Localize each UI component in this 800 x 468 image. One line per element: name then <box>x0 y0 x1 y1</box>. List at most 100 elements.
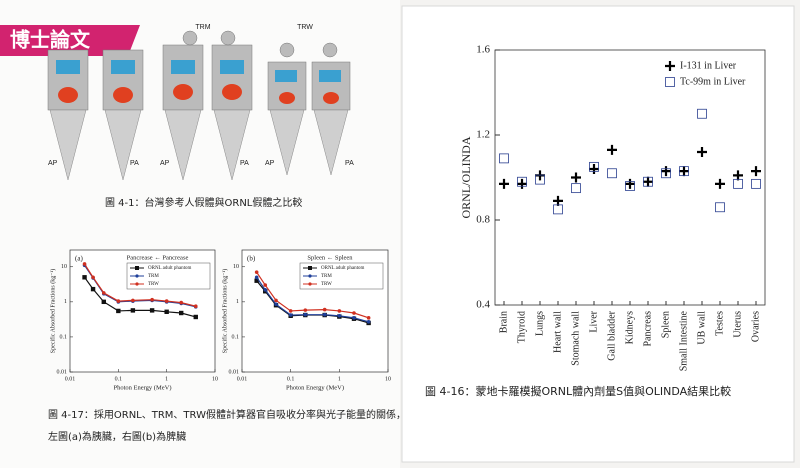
marker <box>164 309 169 314</box>
y-tick-label: 0.8 <box>476 214 490 226</box>
legend-marker <box>134 265 139 270</box>
x-tick-label: Ovaries <box>750 311 761 342</box>
x-axis-label: Photon Energy (MeV) <box>113 384 171 391</box>
legend-label: ORNL adult phantom <box>148 266 192 271</box>
marker <box>263 283 268 287</box>
legend-label: I-131 in Liver <box>680 60 737 71</box>
marker <box>179 310 184 316</box>
marker <box>661 166 671 177</box>
marker <box>553 204 563 215</box>
y-tick-label: 0.1 <box>232 334 240 340</box>
x-tick-label: 10 <box>385 376 391 382</box>
legend-label: Tc-99m in Liver <box>680 76 746 87</box>
marker <box>254 270 259 274</box>
y-tick-label: 1 <box>64 299 67 305</box>
marker <box>150 297 154 302</box>
marker <box>366 316 371 320</box>
x-tick-label: UB wall <box>696 311 707 345</box>
marker <box>337 313 342 318</box>
x-tick-label: Gall bladder <box>606 310 617 360</box>
legend-label: TRW <box>148 282 159 287</box>
legend-marker <box>665 77 675 87</box>
marker <box>697 108 707 119</box>
x-tick-label: Stomach wall <box>570 311 581 366</box>
x-tick-label: 1 <box>165 376 168 382</box>
marker <box>337 309 342 313</box>
x-tick-label: 1 <box>338 376 341 382</box>
y-tick-label: 1.2 <box>476 129 490 141</box>
legend-marker <box>665 61 675 71</box>
marker <box>116 299 121 303</box>
marker <box>553 195 563 206</box>
caption: 左圖(a)為胰臟，右圖(b)為脾臟 <box>48 430 186 443</box>
phantom-label: TRM <box>195 24 210 31</box>
y-tick-label: 0.01 <box>229 369 240 375</box>
caption: 圖 4-17：採用ORNL、TRM、TRW假體計算器官自吸收分率與光子能量的關係… <box>48 408 406 421</box>
marker <box>733 170 743 181</box>
marker <box>751 178 761 189</box>
x-tick-label: 0.1 <box>115 376 123 382</box>
marker <box>179 300 184 305</box>
y-tick-label: 10 <box>233 264 239 270</box>
marker <box>130 308 136 313</box>
marker <box>352 311 356 315</box>
marker <box>715 202 725 213</box>
marker <box>193 314 198 320</box>
marker <box>589 164 599 174</box>
caption: 圖 4-16：蒙地卡羅模擬ORNL體內劑量S值與OLINDA結果比較 <box>425 384 731 398</box>
y-tick-label: 1.6 <box>476 44 490 56</box>
marker <box>535 174 545 185</box>
legend-label: TRM <box>148 274 159 279</box>
x-tick-label: Thyroid <box>516 311 527 343</box>
x-tick-label: Brain <box>498 311 509 333</box>
x-tick-label: Uterus <box>732 311 743 338</box>
legend-label: ORNL adult phantom <box>321 266 365 271</box>
marker <box>679 166 689 177</box>
marker <box>254 275 259 280</box>
legend-marker <box>307 265 312 270</box>
x-tick-label: 0.01 <box>65 376 76 382</box>
caption: 圖 4-1：台灣參考人假體與ORNL假體之比較 <box>105 196 302 209</box>
marker <box>193 304 198 309</box>
marker <box>116 308 121 314</box>
marker <box>274 302 278 307</box>
marker <box>607 168 617 179</box>
marker <box>517 178 527 189</box>
y-tick-label: 1 <box>236 299 239 305</box>
marker <box>82 262 87 266</box>
marker <box>90 286 96 292</box>
marker <box>303 308 308 312</box>
view-label: PA <box>345 160 354 167</box>
legend-marker <box>308 282 312 286</box>
marker <box>101 291 106 295</box>
badge-shape <box>0 25 140 56</box>
marker <box>751 166 761 177</box>
marker <box>303 312 308 317</box>
view-label: PA <box>240 160 249 167</box>
y-axis-label: ORNL/OLINDA <box>459 136 473 218</box>
marker <box>91 275 95 280</box>
x-tick-label: Kidneys <box>624 311 635 344</box>
phantom-label: TRW <box>297 24 313 31</box>
marker <box>499 153 509 164</box>
y-tick-label: 0.4 <box>476 299 490 311</box>
marker <box>366 319 371 324</box>
marker <box>322 312 327 317</box>
y-tick-label: 0.1 <box>60 334 68 340</box>
marker <box>517 176 527 187</box>
chart-title: Pancrease ← Pancrease <box>127 254 189 261</box>
x-tick-label: Lungs <box>534 311 545 336</box>
y-tick-label: 10 <box>61 264 67 270</box>
panel-label: (a) <box>75 255 83 263</box>
marker <box>274 298 278 303</box>
marker <box>499 178 509 189</box>
marker <box>607 144 617 155</box>
right-sheet <box>401 5 795 463</box>
legend-marker <box>135 282 139 286</box>
marker <box>131 298 135 303</box>
marker <box>643 176 653 187</box>
x-tick-label: Spleen <box>660 311 671 338</box>
marker <box>149 308 155 313</box>
x-tick-label: Liver <box>588 310 599 332</box>
x-tick-label: Small Intestine <box>678 310 689 371</box>
